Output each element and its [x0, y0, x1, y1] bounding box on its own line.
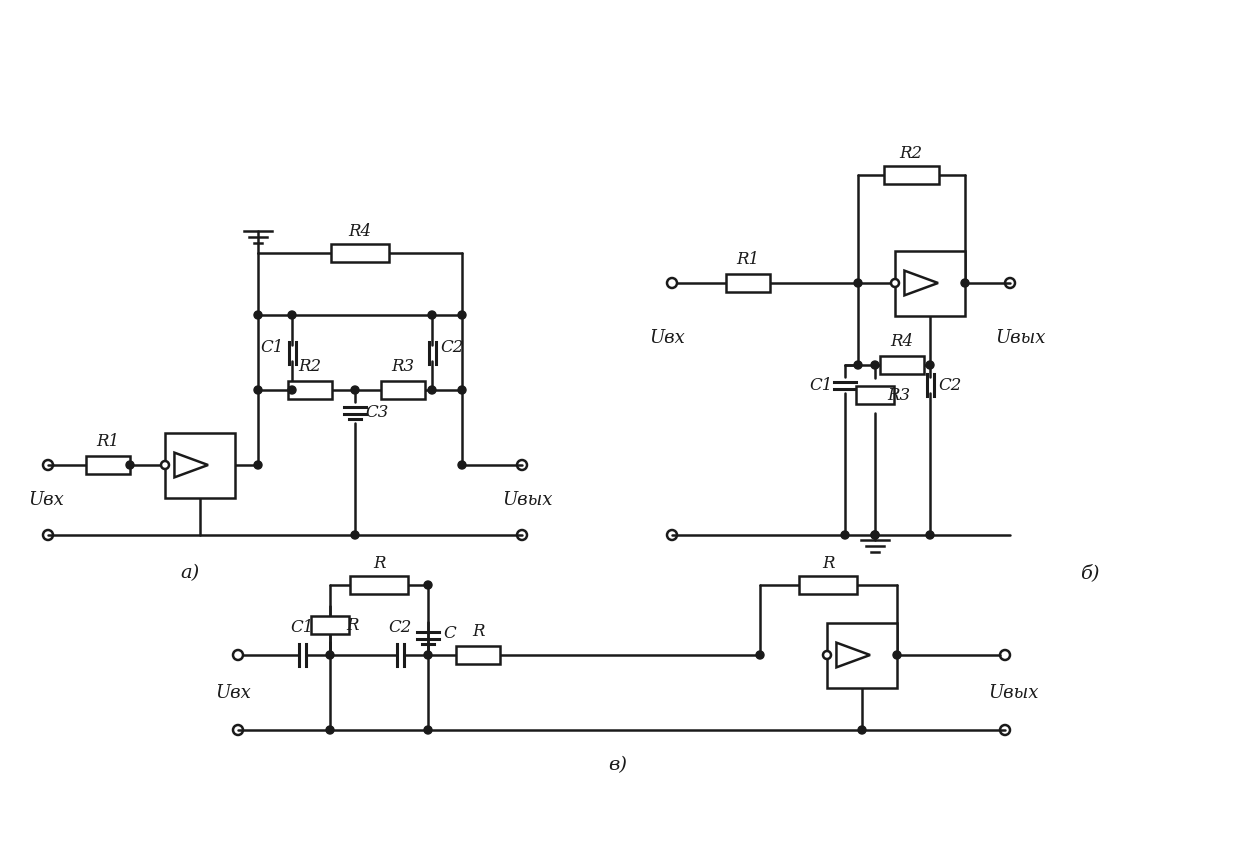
Text: R: R	[822, 555, 834, 572]
Circle shape	[288, 386, 295, 394]
Text: C1: C1	[261, 339, 284, 356]
Text: C1: C1	[290, 619, 314, 636]
Text: R1: R1	[96, 432, 120, 449]
Circle shape	[428, 311, 436, 319]
Circle shape	[962, 279, 969, 287]
Bar	[331, 244, 389, 262]
Circle shape	[756, 651, 764, 659]
Text: C: C	[444, 625, 456, 642]
Text: C1: C1	[810, 377, 833, 394]
Circle shape	[892, 651, 901, 659]
Bar	[381, 381, 425, 399]
Text: б): б)	[1080, 564, 1100, 582]
Bar	[798, 576, 857, 594]
Bar	[311, 616, 349, 634]
Circle shape	[424, 581, 433, 589]
Text: в): в)	[608, 756, 628, 774]
Circle shape	[459, 461, 466, 469]
Text: Uвх: Uвх	[28, 491, 64, 509]
Circle shape	[326, 726, 334, 734]
Circle shape	[351, 531, 358, 539]
Bar	[87, 456, 130, 474]
Circle shape	[823, 651, 831, 659]
Text: C2: C2	[440, 339, 464, 356]
Circle shape	[854, 361, 861, 369]
Circle shape	[858, 726, 866, 734]
Circle shape	[424, 726, 433, 734]
Text: Uвх: Uвх	[215, 684, 251, 702]
Circle shape	[871, 531, 879, 539]
Bar	[456, 646, 501, 664]
Bar	[350, 576, 408, 594]
Circle shape	[871, 361, 879, 369]
Circle shape	[871, 531, 879, 539]
Text: C3: C3	[366, 404, 388, 421]
Circle shape	[161, 461, 169, 469]
Circle shape	[326, 651, 334, 659]
Text: а): а)	[180, 564, 200, 582]
Circle shape	[926, 361, 934, 369]
Text: Uвых: Uвых	[988, 684, 1038, 702]
Circle shape	[854, 279, 861, 287]
Text: R4: R4	[349, 223, 372, 239]
Circle shape	[926, 531, 934, 539]
Text: R2: R2	[900, 144, 922, 162]
Bar	[827, 622, 897, 688]
Bar	[857, 386, 894, 404]
Circle shape	[255, 386, 262, 394]
Text: R1: R1	[737, 250, 760, 267]
Circle shape	[891, 279, 899, 287]
Text: Uвх: Uвх	[649, 329, 685, 347]
Text: C2: C2	[938, 377, 962, 394]
Circle shape	[459, 386, 466, 394]
Bar	[884, 166, 938, 184]
Circle shape	[459, 311, 466, 319]
Text: Uвых: Uвых	[995, 329, 1046, 347]
Circle shape	[428, 386, 436, 394]
Circle shape	[126, 461, 133, 469]
Circle shape	[255, 461, 262, 469]
Circle shape	[255, 311, 262, 319]
Circle shape	[840, 531, 849, 539]
Text: R: R	[373, 555, 386, 572]
Text: R2: R2	[298, 357, 321, 374]
Text: C2: C2	[388, 619, 412, 636]
Text: R4: R4	[890, 332, 913, 350]
Circle shape	[424, 651, 433, 659]
Text: R3: R3	[887, 386, 911, 404]
Bar	[895, 250, 965, 315]
Text: R3: R3	[392, 357, 414, 374]
Text: R: R	[472, 622, 485, 640]
Bar	[726, 274, 770, 292]
Text: Uвых: Uвых	[502, 491, 552, 509]
Bar	[880, 356, 925, 374]
Text: R: R	[346, 616, 358, 633]
Circle shape	[288, 311, 295, 319]
Bar	[288, 381, 332, 399]
Bar	[164, 432, 235, 497]
Circle shape	[351, 386, 358, 394]
